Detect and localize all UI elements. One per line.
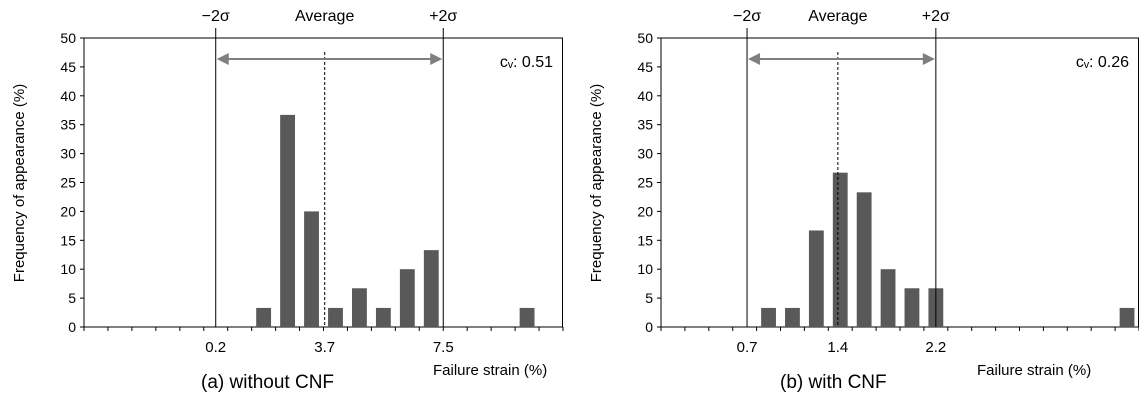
range-arrow-head-right-b: [922, 53, 935, 65]
marker-top-label-b: −2σ: [733, 8, 761, 25]
marker-top-label-a: Average: [295, 8, 354, 25]
cv-annotation-a: cᵥ: 0.51: [500, 54, 553, 71]
marker-top-label-b: Average: [808, 8, 867, 25]
y-tick-label-b: 10: [637, 261, 653, 277]
caption-b: (b) with CNF: [780, 372, 887, 393]
marker-x-label-b: 0.7: [737, 339, 758, 356]
bar-b: [808, 230, 824, 327]
bar-a: [375, 307, 391, 327]
y-tick-label-a: 45: [60, 59, 76, 75]
bar-b: [761, 307, 776, 327]
bar-a: [423, 250, 439, 327]
bar-b: [832, 172, 848, 327]
y-tick-label-a: 35: [60, 117, 76, 133]
y-tick-label-a: 40: [60, 88, 76, 104]
y-axis-label-b: Frequency of appearance (%): [588, 84, 605, 282]
y-tick-label-a: 50: [60, 30, 76, 46]
cv-annotation-b: cᵥ: 0.26: [1076, 54, 1129, 71]
bar-b: [856, 192, 872, 327]
marker-top-label-a: +2σ: [429, 8, 457, 25]
caption-a: (a) without CNF: [201, 372, 335, 393]
bar-b: [880, 269, 896, 327]
marker-x-label-a: 7.5: [433, 339, 454, 356]
y-tick-label-a: 30: [60, 146, 76, 162]
marker-x-label-b: 2.2: [925, 339, 946, 356]
y-tick-label-b: 45: [637, 59, 653, 75]
y-tick-label-a: 10: [60, 261, 76, 277]
y-tick-label-a: 0: [68, 319, 76, 335]
marker-x-label-a: 3.7: [314, 339, 335, 356]
y-tick-label-b: 15: [637, 232, 653, 248]
marker-x-label-a: 0.2: [205, 339, 226, 356]
y-tick-label-b: 0: [645, 319, 653, 335]
bar-b: [904, 288, 920, 327]
marker-x-label-b: 1.4: [827, 339, 848, 356]
bar-a: [256, 307, 272, 327]
y-axis-label-a: Frequency of appearance (%): [11, 84, 28, 282]
bar-a: [304, 211, 319, 327]
bar-a: [399, 269, 415, 327]
y-tick-label-b: 40: [637, 88, 653, 104]
y-tick-label-a: 25: [60, 175, 76, 191]
bar-a: [328, 307, 343, 327]
y-tick-label-b: 25: [637, 175, 653, 191]
y-tick-label-b: 5: [645, 290, 653, 306]
y-tick-label-b: 20: [637, 203, 653, 219]
range-arrow-head-left-b: [748, 53, 761, 65]
bar-b: [785, 307, 800, 327]
bar-a: [519, 307, 535, 327]
bar-a: [280, 114, 295, 328]
x-axis-label-b: Failure strain (%): [977, 362, 1091, 379]
range-arrow-head-right-a: [430, 53, 443, 65]
marker-top-label-b: +2σ: [922, 8, 950, 25]
y-tick-label-a: 5: [68, 290, 76, 306]
x-axis-label-a: Failure strain (%): [433, 362, 547, 379]
marker-top-label-a: −2σ: [202, 8, 230, 25]
y-tick-label-a: 15: [60, 232, 76, 248]
y-tick-label-b: 50: [637, 30, 653, 46]
bar-a: [352, 288, 367, 327]
range-arrow-head-left-a: [216, 53, 229, 65]
y-tick-label-b: 30: [637, 146, 653, 162]
y-tick-label-a: 20: [60, 203, 76, 219]
bar-b: [1119, 307, 1135, 327]
y-tick-label-b: 35: [637, 117, 653, 133]
